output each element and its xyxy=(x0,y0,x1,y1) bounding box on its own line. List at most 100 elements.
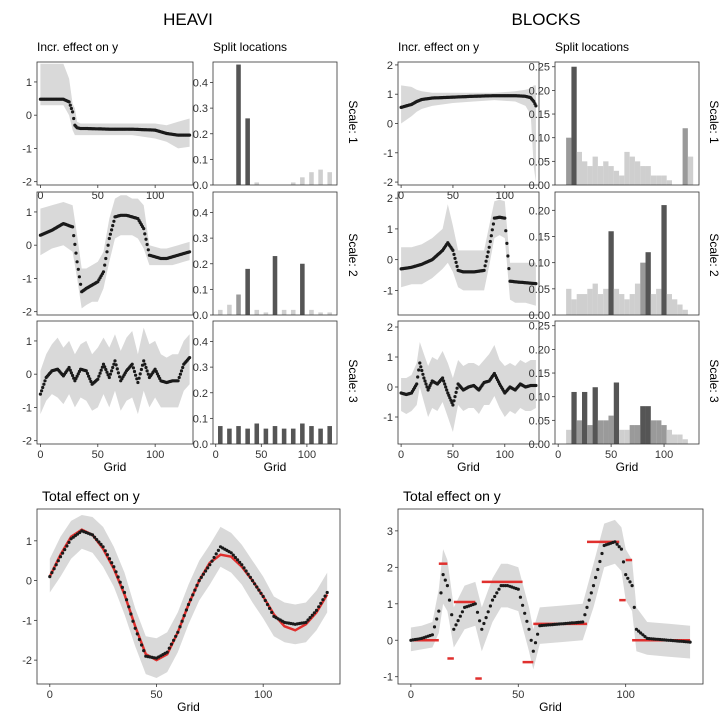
bar xyxy=(624,151,630,185)
point xyxy=(643,635,647,639)
bar xyxy=(309,309,314,315)
point xyxy=(621,560,626,564)
plot-area xyxy=(48,515,329,678)
bar xyxy=(318,428,323,444)
y-tick-label: 0.20 xyxy=(529,85,550,97)
point xyxy=(88,377,92,381)
point xyxy=(71,225,75,229)
point xyxy=(581,620,585,624)
point xyxy=(263,598,267,603)
point xyxy=(456,619,460,623)
y-tick-label: -2 xyxy=(22,177,32,189)
point xyxy=(75,260,79,264)
point xyxy=(107,375,111,380)
bar xyxy=(582,294,588,315)
y-tick-label: 0.00 xyxy=(529,180,550,192)
point xyxy=(422,376,426,380)
point xyxy=(248,575,252,580)
x-axis-label: Grid xyxy=(616,460,639,474)
point xyxy=(112,565,116,569)
point xyxy=(591,584,596,588)
panel-heavi-s3-incr: -2 -1 0 1 0 50 100 Grid xyxy=(22,320,194,474)
bar xyxy=(576,151,582,185)
bar xyxy=(661,175,667,185)
point xyxy=(67,100,71,104)
point xyxy=(142,227,146,231)
y-tick-label: 0.2 xyxy=(193,388,208,400)
point xyxy=(74,251,78,255)
column-header-blocks: BLOCKS xyxy=(512,10,581,29)
bar xyxy=(227,428,232,444)
point xyxy=(527,627,531,631)
point xyxy=(321,598,325,602)
point xyxy=(118,375,122,379)
point xyxy=(523,611,527,615)
point xyxy=(493,594,497,599)
point xyxy=(56,559,60,563)
point xyxy=(261,594,265,599)
point xyxy=(212,555,216,560)
bar xyxy=(613,382,620,444)
bar xyxy=(608,166,614,185)
y-tick-label: 1 xyxy=(387,352,393,364)
y-tick-label: -1 xyxy=(22,402,32,414)
panel-frame xyxy=(397,508,704,685)
point xyxy=(506,254,510,258)
panel-title: Split locations xyxy=(555,40,629,54)
y-tick-label: 2 xyxy=(387,193,393,205)
y-tick-label: 0.15 xyxy=(529,109,550,121)
point xyxy=(587,598,591,602)
point xyxy=(189,598,193,602)
point xyxy=(482,268,486,272)
panel-title: Split locations xyxy=(213,40,287,54)
point xyxy=(69,537,73,541)
point xyxy=(486,250,490,254)
point xyxy=(531,649,535,653)
panel-blocks-s3-incr: -1 0 1 2 0 50 100 Grid xyxy=(383,320,540,474)
bar xyxy=(327,312,332,315)
point xyxy=(144,237,148,241)
point xyxy=(246,572,250,576)
ci-band xyxy=(40,63,190,149)
y-tick-label: 0.20 xyxy=(529,344,550,356)
point xyxy=(441,376,445,380)
point xyxy=(101,362,106,366)
point xyxy=(598,559,602,564)
bar xyxy=(682,309,688,315)
y-tick-label: 0.3 xyxy=(193,103,208,115)
point xyxy=(103,263,107,267)
point xyxy=(214,552,218,556)
bar xyxy=(645,166,651,185)
point xyxy=(451,403,455,407)
bar xyxy=(245,118,250,185)
point xyxy=(42,382,46,386)
plot-area xyxy=(236,64,332,185)
point xyxy=(314,608,319,613)
point xyxy=(114,570,118,574)
y-tick-label: 0.05 xyxy=(529,284,550,296)
point xyxy=(310,613,314,617)
point xyxy=(259,591,263,595)
bar xyxy=(650,175,657,185)
point xyxy=(143,362,147,366)
point xyxy=(480,627,484,631)
bar xyxy=(272,256,278,315)
y-tick-label: 0 xyxy=(387,635,393,647)
point xyxy=(111,365,115,370)
plot-area xyxy=(218,256,332,315)
panel-frame xyxy=(397,320,540,445)
point xyxy=(255,585,259,589)
point xyxy=(619,547,624,551)
bar xyxy=(608,231,614,315)
bar xyxy=(227,304,232,315)
point xyxy=(525,619,529,623)
x-axis-label: Grid xyxy=(457,460,480,474)
point xyxy=(317,605,321,609)
panel-frame xyxy=(36,508,341,685)
x-tick-label: 0 xyxy=(398,190,404,202)
point xyxy=(71,373,75,378)
point xyxy=(325,590,329,595)
point xyxy=(85,371,90,376)
point xyxy=(180,619,184,623)
bar xyxy=(624,299,630,315)
